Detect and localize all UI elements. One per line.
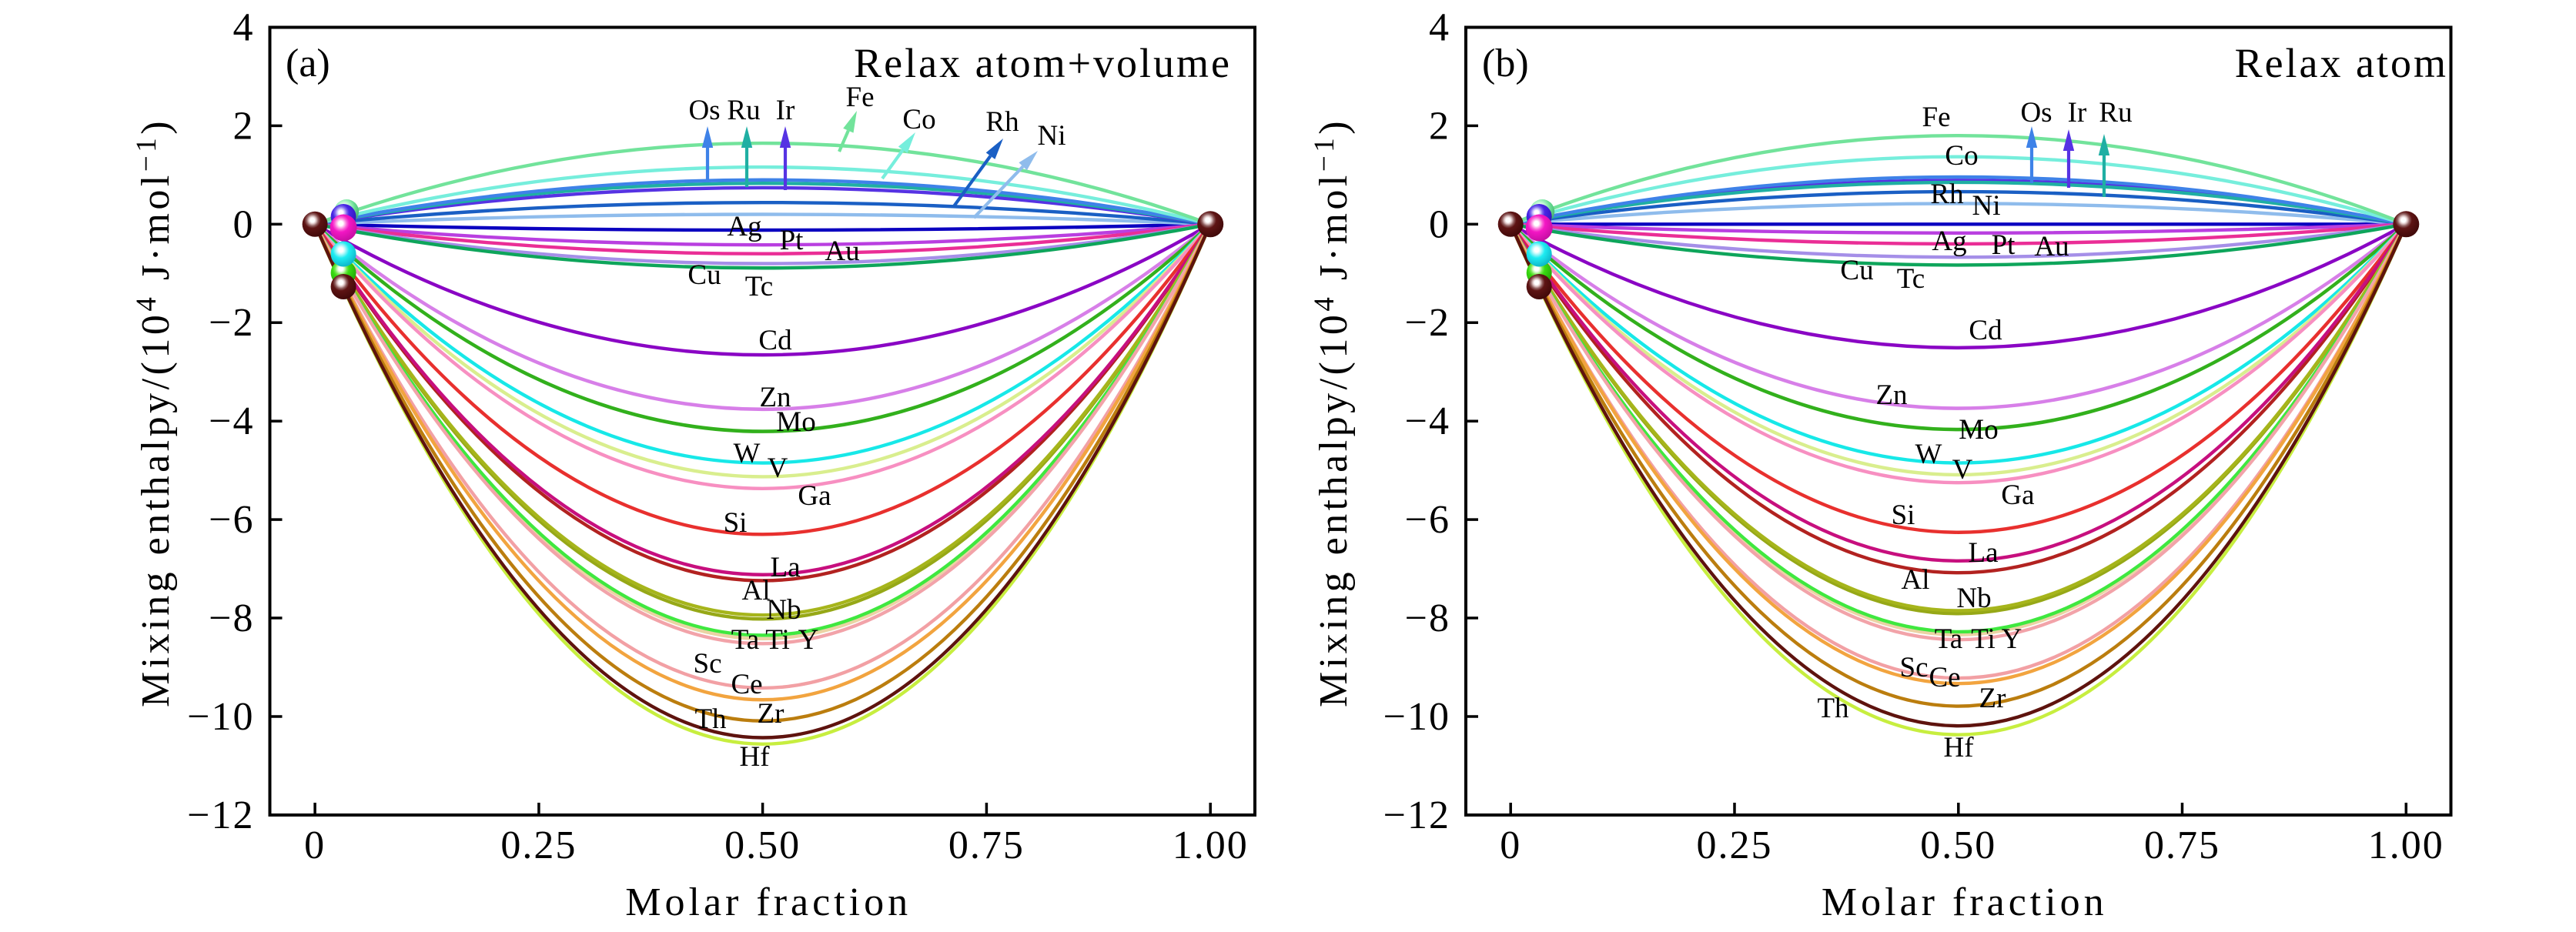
svg-text:Pt: Pt — [1992, 229, 2016, 261]
svg-text:−12: −12 — [1383, 793, 1450, 837]
svg-text:Ni: Ni — [1972, 190, 2001, 222]
svg-text:0: 0 — [233, 202, 255, 246]
svg-text:Mo: Mo — [776, 406, 815, 438]
svg-text:2: 2 — [233, 104, 255, 148]
svg-text:Os: Os — [2020, 97, 2052, 129]
svg-text:Si: Si — [724, 507, 748, 539]
svg-text:Ta: Ta — [1935, 623, 1962, 655]
svg-text:0: 0 — [304, 823, 326, 867]
svg-text:Al: Al — [742, 575, 771, 606]
svg-text:La: La — [770, 552, 800, 583]
svg-text:Zn: Zn — [1875, 379, 1907, 411]
svg-text:0.50: 0.50 — [724, 823, 801, 867]
svg-text:Zr: Zr — [758, 698, 785, 730]
svg-text:Ce: Ce — [1929, 662, 1960, 693]
svg-text:Ta: Ta — [731, 624, 759, 656]
svg-text:Ga: Ga — [2001, 479, 2034, 511]
svg-text:Ti: Ti — [1971, 623, 1996, 655]
svg-text:La: La — [1968, 537, 1998, 569]
svg-text:Relax atom+volume: Relax atom+volume — [854, 40, 1232, 86]
svg-text:Y: Y — [798, 624, 819, 656]
svg-text:−12: −12 — [187, 793, 254, 837]
svg-text:Cu: Cu — [687, 259, 721, 291]
svg-text:Ru: Ru — [727, 95, 760, 126]
svg-text:Ir: Ir — [2068, 97, 2087, 129]
svg-text:−4: −4 — [209, 399, 254, 443]
svg-text:−10: −10 — [1383, 695, 1450, 739]
svg-text:0.50: 0.50 — [1920, 823, 1996, 867]
svg-text:Co: Co — [902, 104, 935, 135]
svg-text:Cu: Cu — [1840, 255, 1873, 286]
svg-text:Mixing enthalpy/(104 J·mol−1): Mixing enthalpy/(104 J·mol−1) — [1309, 118, 1356, 707]
svg-text:V: V — [1952, 454, 1973, 486]
svg-text:Sc: Sc — [1900, 652, 1929, 683]
svg-text:Molar fraction: Molar fraction — [1822, 880, 2108, 924]
svg-text:Th: Th — [1817, 693, 1849, 724]
svg-text:0: 0 — [1429, 202, 1450, 246]
svg-text:2: 2 — [1429, 104, 1450, 148]
svg-text:Hf: Hf — [739, 741, 770, 773]
svg-text:Fe: Fe — [846, 82, 875, 113]
svg-text:4: 4 — [233, 5, 255, 49]
svg-text:W: W — [1915, 439, 1942, 470]
svg-text:0.25: 0.25 — [500, 823, 577, 867]
svg-text:Y: Y — [2002, 623, 2022, 655]
svg-text:Rh: Rh — [985, 106, 1019, 138]
svg-text:−8: −8 — [1405, 596, 1450, 640]
svg-text:−2: −2 — [1405, 301, 1450, 345]
svg-text:Tc: Tc — [1897, 263, 1925, 295]
svg-text:Cd: Cd — [1969, 315, 2002, 346]
svg-text:Nb: Nb — [766, 594, 801, 626]
svg-text:0.25: 0.25 — [1697, 823, 1773, 867]
svg-text:Si: Si — [1892, 499, 1915, 531]
svg-text:Relax atom: Relax atom — [2235, 40, 2448, 86]
svg-text:Ti: Ti — [765, 624, 790, 656]
svg-text:Ru: Ru — [2099, 97, 2132, 129]
svg-text:Ag: Ag — [727, 211, 761, 242]
svg-text:1.00: 1.00 — [2368, 823, 2444, 867]
svg-text:Ga: Ga — [798, 480, 831, 512]
svg-text:Sc: Sc — [694, 648, 722, 680]
svg-text:(a): (a) — [286, 42, 330, 85]
svg-text:Hf: Hf — [1943, 732, 1974, 763]
svg-text:4: 4 — [1429, 5, 1450, 49]
svg-text:0.75: 0.75 — [948, 823, 1025, 867]
svg-text:Zn: Zn — [759, 382, 791, 413]
svg-text:Tc: Tc — [745, 271, 773, 302]
svg-text:Ni: Ni — [1038, 120, 1066, 152]
svg-text:Mo: Mo — [1959, 414, 1998, 446]
svg-text:−10: −10 — [187, 695, 254, 739]
svg-text:Cd: Cd — [758, 325, 792, 356]
svg-text:Au: Au — [825, 236, 859, 267]
svg-text:1.00: 1.00 — [1173, 823, 1249, 867]
svg-text:V: V — [768, 453, 788, 484]
svg-text:W: W — [734, 438, 761, 469]
svg-text:Molar fraction: Molar fraction — [625, 880, 912, 924]
svg-text:−4: −4 — [1405, 399, 1450, 443]
svg-text:Nb: Nb — [1956, 583, 1991, 614]
svg-text:Os: Os — [688, 95, 720, 126]
svg-text:Zr: Zr — [1979, 683, 2006, 714]
svg-text:Rh: Rh — [1930, 179, 1964, 210]
svg-text:Au: Au — [2034, 231, 2069, 262]
svg-text:Pt: Pt — [780, 225, 805, 256]
svg-text:Ce: Ce — [731, 669, 762, 700]
svg-text:−6: −6 — [1405, 498, 1450, 542]
svg-text:−2: −2 — [209, 301, 254, 345]
svg-text:−6: −6 — [209, 498, 254, 542]
svg-text:Ir: Ir — [776, 95, 795, 126]
svg-text:Th: Th — [694, 703, 727, 735]
svg-text:(b): (b) — [1482, 42, 1529, 85]
svg-text:Al: Al — [1902, 564, 1930, 596]
svg-text:−8: −8 — [209, 596, 254, 640]
svg-text:0.75: 0.75 — [2144, 823, 2220, 867]
svg-text:Ag: Ag — [1932, 225, 1966, 257]
svg-text:0: 0 — [1500, 823, 1521, 867]
svg-text:Co: Co — [1945, 140, 1978, 172]
svg-text:Fe: Fe — [1922, 102, 1951, 133]
svg-text:Mixing enthalpy/(104 J·mol−1): Mixing enthalpy/(104 J·mol−1) — [131, 118, 178, 707]
